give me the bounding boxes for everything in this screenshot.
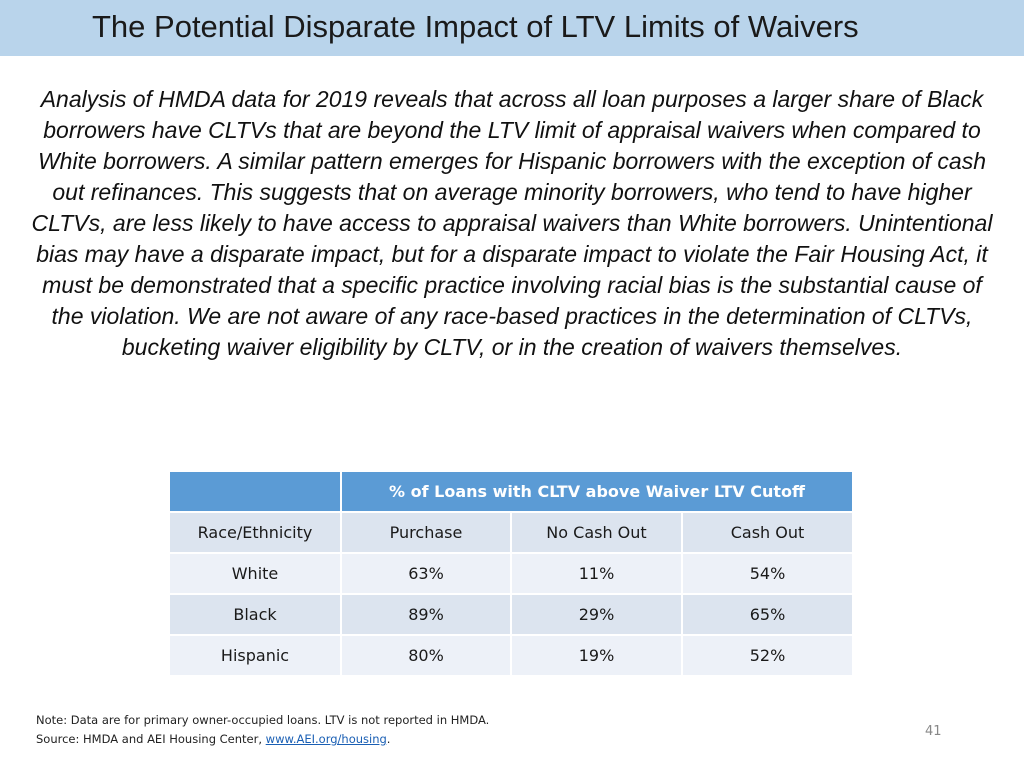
footnote: Note: Data are for primary owner-occupie… bbox=[36, 711, 489, 749]
slide-title: The Potential Disparate Impact of LTV Li… bbox=[92, 9, 859, 44]
table-cell: Hispanic bbox=[170, 635, 342, 677]
source-link[interactable]: www.AEI.org/housing bbox=[265, 732, 387, 746]
table-cell: 65% bbox=[682, 594, 853, 636]
source-suffix: . bbox=[386, 732, 391, 746]
table-cell: White bbox=[170, 553, 342, 595]
table-row: Black 89% 29% 65% bbox=[170, 594, 853, 636]
table-group-header: % of Loans with CLTV above Waiver LTV Cu… bbox=[341, 472, 853, 513]
footnote-source: Source: HMDA and AEI Housing Center, www… bbox=[36, 730, 489, 749]
cltv-table: % of Loans with CLTV above Waiver LTV Cu… bbox=[170, 472, 853, 677]
title-bar: The Potential Disparate Impact of LTV Li… bbox=[0, 0, 1024, 56]
table-corner-cell bbox=[170, 472, 342, 513]
table-cell: 54% bbox=[682, 553, 853, 595]
page-number: 41 bbox=[925, 724, 942, 739]
intro-paragraph: Analysis of HMDA data for 2019 reveals t… bbox=[31, 86, 993, 360]
table-row: White 63% 11% 54% bbox=[170, 553, 853, 595]
table-cell: 80% bbox=[341, 635, 512, 677]
table-row: Hispanic 80% 19% 52% bbox=[170, 635, 853, 677]
table-column-header-row: Race/Ethnicity Purchase No Cash Out Cash… bbox=[170, 512, 853, 554]
table-group-header-row: % of Loans with CLTV above Waiver LTV Cu… bbox=[170, 472, 853, 513]
column-header-cash-out: Cash Out bbox=[682, 512, 853, 554]
table-cell: 19% bbox=[511, 635, 683, 677]
footnote-note: Note: Data are for primary owner-occupie… bbox=[36, 713, 490, 727]
column-header-purchase: Purchase bbox=[341, 512, 512, 554]
table-cell: Black bbox=[170, 594, 342, 636]
table-cell: 52% bbox=[682, 635, 853, 677]
column-header-race: Race/Ethnicity bbox=[170, 512, 342, 554]
table-cell: 29% bbox=[511, 594, 683, 636]
source-prefix: Source: HMDA and AEI Housing Center, bbox=[36, 732, 266, 746]
column-header-no-cash-out: No Cash Out bbox=[511, 512, 683, 554]
table-cell: 63% bbox=[341, 553, 512, 595]
table-cell: 89% bbox=[341, 594, 512, 636]
table-cell: 11% bbox=[511, 553, 683, 595]
